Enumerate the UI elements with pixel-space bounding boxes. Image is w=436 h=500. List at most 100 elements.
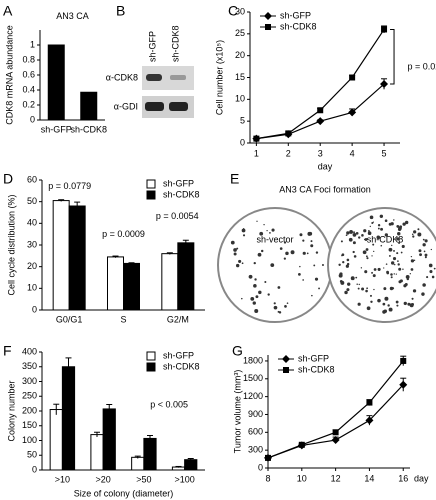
legend-label: sh-GFP [298,353,329,363]
colony-dot [368,230,370,232]
colony-dot [362,250,367,255]
bar [47,44,65,121]
colony-dot [401,244,405,249]
panel-letter: C [228,3,238,19]
colony-dot [345,234,348,237]
marker [265,454,271,461]
colony-dot [277,286,281,289]
colony-dot [270,263,275,268]
colony-dot [352,241,356,245]
colony-dot [372,243,375,246]
y-tick-label: 20 [235,50,245,60]
marker [264,12,272,20]
x-axis-label: Size of colony (diameter) [74,488,174,498]
colony-dot [377,298,381,303]
legend-label: sh-GFP [163,350,194,360]
colony-dot [357,287,360,290]
marker [366,399,373,406]
colony-dot [391,287,395,290]
marker [265,24,271,30]
x-tick-label: 16 [398,473,408,483]
colony-dot [380,227,384,231]
colony-dot [299,265,301,268]
colony-dot [411,297,414,300]
marker [365,416,374,425]
colony-dot [250,296,255,301]
colony-dot [346,262,350,266]
colony-dot [397,232,401,236]
colony-dot [346,258,350,262]
colony-dot [384,233,388,237]
plate-label: sh-vector [256,234,293,244]
colony-dot [403,301,407,306]
colony-dot [256,220,258,222]
marker [349,74,356,81]
colony-dot [314,277,319,281]
colony-dot [395,300,399,304]
colony-dot [390,276,393,279]
y-tick-label: 0 [258,462,263,472]
y-tick-label: 10 [27,283,37,293]
colony-dot [313,264,316,267]
marker [317,107,324,114]
x-tick-label: >50 [136,474,151,484]
x-tick-label: S [120,314,126,324]
plate [327,207,436,323]
y-tick-label: 1800 [243,355,263,365]
colony-dot [396,224,400,228]
y-tick-label: 150 [22,420,37,430]
colony-dot [286,302,289,304]
colony-dot [298,273,301,276]
x-tick-label: 4 [350,148,355,158]
y-tick-label: 5 [240,116,245,126]
colony-dot [345,264,349,268]
colony-dot [393,249,395,252]
colony-dot [233,248,237,252]
colony-dot [254,278,257,281]
colony-dot [361,287,365,291]
plate-label: sh-CDK8 [367,234,404,244]
legend-label: sh-GFP [280,10,311,20]
panel-letter: A [3,3,13,19]
colony-dot [410,268,414,271]
colony-dot [421,292,425,296]
colony-dot [400,279,403,282]
blot-strip [142,96,194,118]
x-tick-label: G2/M [167,314,189,324]
y-axis-label: CDK8 mRNA abundance [4,25,14,125]
colony-dot [302,279,304,281]
y-axis-label: Tumor volume (mm³) [232,370,242,454]
annotation: p < 0.005 [150,399,188,409]
band [145,102,164,111]
colony-dot [283,257,286,260]
colony-dot [241,228,246,233]
bar [80,91,98,121]
colony-dot [321,264,324,267]
marker [283,367,289,373]
bar [49,409,63,471]
bar [123,262,140,311]
colony-dot [397,260,399,262]
colony-dot [371,255,373,257]
marker [285,130,292,137]
marker [298,441,305,448]
colony-dot [387,304,390,307]
y-tick-label: 1500 [243,373,263,383]
colony-dot [350,276,355,281]
colony-dot [252,301,256,305]
colony-dot [426,276,429,279]
colony-dot [385,263,388,265]
colony-dot [285,251,289,256]
colony-dot [397,263,400,266]
colony-dot [366,306,371,311]
y-tick-label: 0 [30,114,35,124]
x-tick-label: 12 [331,473,341,483]
bar [90,434,104,471]
x-tick-label: 8 [265,473,270,483]
colony-dot [263,224,265,226]
colony-dot [366,287,369,290]
colony-dot [340,240,343,243]
bar [68,205,86,311]
bar [131,456,145,471]
band [170,75,186,80]
